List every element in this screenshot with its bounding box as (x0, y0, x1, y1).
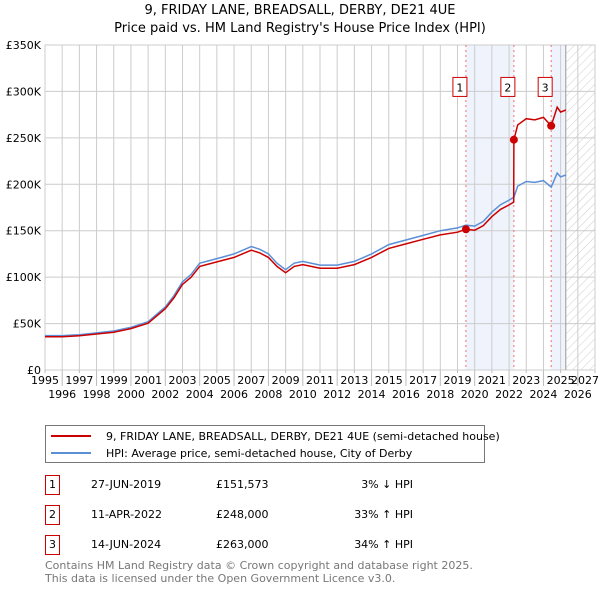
x-tick-label: 1998 (83, 388, 111, 401)
y-tick-label: £0 (27, 364, 41, 377)
x-tick-label: 2025 (547, 374, 575, 387)
y-tick-label: £300K (6, 85, 42, 98)
sale-period-shade (551, 45, 566, 370)
sale-point (461, 225, 470, 234)
marker-badge: 3 (45, 535, 60, 555)
marker-badge: 1 (45, 475, 60, 495)
hpi-line (45, 171, 567, 337)
x-tick-label: 2005 (203, 374, 231, 387)
x-tick-label: 2016 (392, 388, 420, 401)
x-tick-label: 2002 (151, 388, 179, 401)
price-chart: 1995199619971998199920002001200220032004… (6, 39, 599, 401)
marker-badge: 2 (45, 505, 60, 525)
footer-line: This data is licensed under the Open Gov… (45, 572, 396, 585)
x-tick-label: 2019 (444, 374, 472, 387)
x-tick-label: 2021 (478, 374, 506, 387)
y-tick-label: £50K (13, 318, 42, 331)
sale-label: 2 (504, 81, 511, 94)
date: 27-JUN-2019 (91, 478, 162, 491)
x-tick-label: 2020 (461, 388, 489, 401)
hpi-diff: 3% ↓ HPI (361, 478, 413, 491)
sale-label-box (452, 76, 468, 97)
chart-subtitle: Price paid vs. HM Land Registry's House … (114, 21, 486, 36)
x-tick-label: 2004 (186, 388, 214, 401)
plot-frame (44, 44, 596, 371)
x-tick-label: 2018 (426, 388, 454, 401)
sale-label-box (500, 76, 516, 97)
chart-title: 9, FRIDAY LANE, BREADSALL, DERBY, DE21 4… (144, 3, 456, 18)
y-tick-label: £100K (6, 271, 42, 284)
x-tick-label: 2015 (375, 374, 403, 387)
x-tick-label: 2022 (495, 388, 523, 401)
forecast-hatch (565, 45, 595, 370)
x-tick-label: 2027 (571, 374, 599, 387)
x-tick-label: 2006 (220, 388, 248, 401)
legend: 9, FRIDAY LANE, BREADSALL, DERBY, DE21 4… (45, 425, 500, 463)
y-tick-label: £350K (6, 39, 42, 52)
x-tick-label: 1996 (48, 388, 76, 401)
x-tick-label: 2001 (134, 374, 162, 387)
y-tick-label: £250K (6, 132, 42, 145)
x-tick-label: 2026 (564, 388, 592, 401)
x-tick-label: 1997 (65, 374, 93, 387)
price: £151,573 (216, 478, 269, 491)
y-tick-label: £150K (6, 225, 42, 238)
hpi-diff: 33% ↑ HPI (354, 508, 413, 521)
footer-line: Contains HM Land Registry data © Crown c… (45, 559, 473, 572)
x-tick-label: 2009 (272, 374, 300, 387)
price: £263,000 (216, 538, 269, 551)
x-tick-label: 2008 (254, 388, 282, 401)
legend-item-property: 9, FRIDAY LANE, BREADSALL, DERBY, DE21 4… (46, 428, 500, 444)
date: 14-JUN-2024 (91, 538, 162, 551)
x-tick-label: 2010 (289, 388, 317, 401)
x-tick-label: 2011 (306, 374, 334, 387)
y-tick-label: £200K (6, 178, 42, 191)
x-tick-label: 2013 (340, 374, 368, 387)
legend-swatch-blue (51, 452, 91, 454)
price: £248,000 (216, 508, 269, 521)
x-tick-label: 1995 (31, 374, 59, 387)
legend-label: 9, FRIDAY LANE, BREADSALL, DERBY, DE21 4… (106, 429, 500, 443)
date: 11-APR-2022 (91, 508, 163, 521)
x-tick-label: 2024 (529, 388, 557, 401)
legend-label: HPI: Average price, semi-detached house,… (106, 446, 413, 460)
x-tick-label: 2014 (358, 388, 386, 401)
x-tick-label: 2003 (169, 374, 197, 387)
sale-label: 3 (542, 81, 549, 94)
x-tick-label: 1999 (100, 374, 128, 387)
footer: Contains HM Land Registry data © Crown c… (45, 559, 473, 585)
sale-point (547, 121, 556, 130)
x-tick-label: 2007 (237, 374, 265, 387)
sale-label-box (537, 76, 553, 97)
x-tick-label: 2017 (409, 374, 437, 387)
legend-swatch-red (51, 435, 91, 437)
sale-label: 1 (456, 81, 463, 94)
x-tick-label: 2023 (512, 374, 540, 387)
property-price-line (45, 105, 567, 338)
legend-item-hpi: HPI: Average price, semi-detached house,… (46, 445, 412, 461)
x-tick-label: 2012 (323, 388, 351, 401)
sale-point (509, 135, 518, 144)
hpi-diff: 34% ↑ HPI (354, 538, 413, 551)
sale-period-shade (465, 45, 514, 370)
x-tick-label: 2000 (117, 388, 145, 401)
